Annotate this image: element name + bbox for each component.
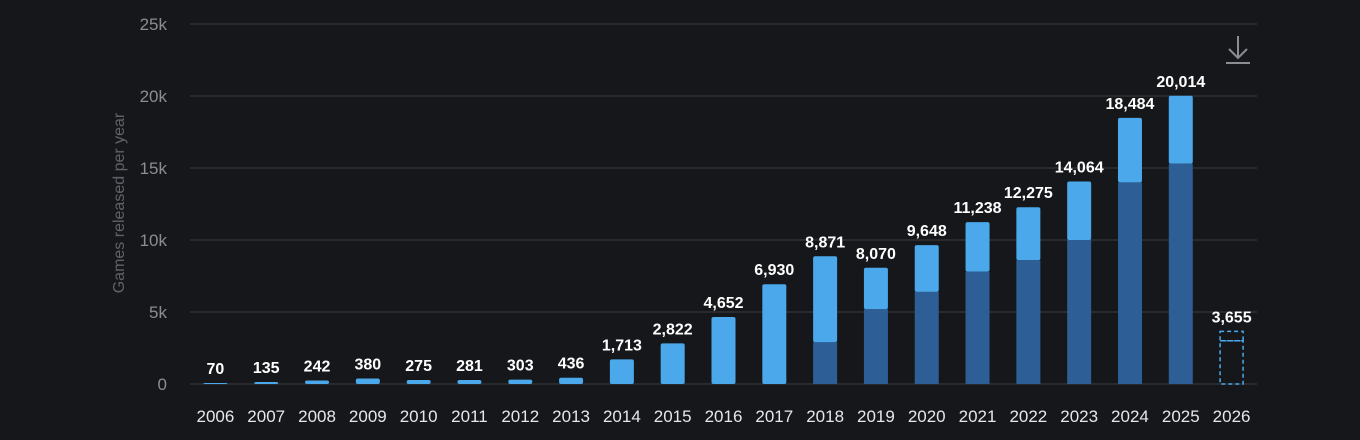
bar-value-label: 20,014 [1156, 74, 1205, 91]
x-category-label: 2012 [501, 407, 539, 426]
x-category-label: 2022 [1009, 407, 1047, 426]
bar-value-label: 8,070 [856, 246, 896, 263]
bar-value-label: 275 [405, 358, 432, 375]
y-tick-label: 5k [149, 303, 167, 322]
bar-segment [660, 343, 685, 384]
x-category-label: 2021 [959, 407, 997, 426]
y-tick-label: 25k [140, 15, 168, 34]
bar-segment [965, 222, 990, 272]
bar-segment [1168, 163, 1193, 384]
bar-segment [813, 256, 838, 343]
x-category-label: 2011 [451, 407, 488, 426]
bar-value-label: 9,648 [907, 223, 947, 240]
x-category-label: 2008 [298, 407, 336, 426]
bar-segment [914, 245, 939, 292]
bar-segment [457, 379, 482, 384]
x-category-label: 2016 [705, 407, 743, 426]
bar-value-label: 3,655 [1212, 309, 1252, 326]
bar-segment [1117, 117, 1142, 183]
bar-value-label: 281 [456, 358, 483, 375]
bar-segment-projected [1219, 330, 1244, 342]
bar-segment [711, 317, 736, 384]
bar-value-label: 8,871 [805, 234, 845, 251]
x-category-label: 2026 [1213, 407, 1251, 426]
bar-segment [355, 378, 380, 384]
bar-segment [559, 377, 584, 384]
bar-segment [254, 382, 279, 384]
x-category-label: 2013 [552, 407, 590, 426]
bar-value-label: 11,238 [954, 200, 1002, 217]
bar-segment [406, 380, 431, 384]
bar-segment [1067, 240, 1092, 384]
download-icon[interactable] [1226, 36, 1250, 64]
x-axis-categories: 2006 2007 2008 2009 2010 2011 2012 2013 2014 2015… [196, 407, 1250, 426]
x-category-label: 2017 [755, 407, 793, 426]
bar-value-label: 18,484 [1106, 96, 1155, 113]
x-category-label: 2024 [1111, 407, 1149, 426]
x-category-label: 2018 [806, 407, 844, 426]
bar-value-label: 242 [304, 359, 331, 376]
bar-value-label: 1,713 [602, 337, 642, 354]
bars [203, 95, 1244, 385]
bar-value-label: 6,930 [754, 262, 794, 279]
bar-segment [609, 359, 634, 384]
bar-value-label: 380 [354, 357, 381, 374]
y-tick-label: 10k [140, 231, 168, 250]
bar-segment [305, 380, 330, 384]
bar-segment [203, 382, 228, 384]
y-axis-ticks: 0 5k 10k 15k 20k 25k [140, 15, 168, 394]
bar-value-label: 4,652 [703, 295, 743, 312]
y-axis-title: Games released per year [111, 112, 128, 293]
bar-value-label: 12,275 [1004, 185, 1053, 202]
bar-segment [813, 342, 838, 384]
bar-segment [508, 379, 533, 384]
x-category-label: 2007 [247, 407, 285, 426]
x-category-label: 2019 [857, 407, 895, 426]
bar-segment-projected [1219, 340, 1244, 385]
x-category-label: 2014 [603, 407, 641, 426]
bar-value-label: 70 [207, 361, 225, 378]
y-tick-label: 0 [158, 375, 167, 394]
data-labels: 70 135 242 380 275 281 303 436 1,713 2,822 4,652 6,… [207, 74, 1252, 378]
bar-segment [914, 291, 939, 384]
bar-segment [863, 267, 888, 310]
x-category-label: 2023 [1060, 407, 1098, 426]
bar-value-label: 14,064 [1055, 159, 1104, 176]
x-category-label: 2020 [908, 407, 946, 426]
x-category-label: 2006 [196, 407, 234, 426]
bar-value-label: 135 [253, 360, 280, 377]
bar-value-label: 2,822 [653, 321, 693, 338]
bar-value-label: 303 [507, 358, 534, 375]
bar-segment [762, 284, 787, 384]
bar-segment [1168, 95, 1193, 164]
bar-value-label: 436 [558, 356, 585, 373]
bar-segment [1067, 181, 1092, 240]
x-category-label: 2010 [400, 407, 438, 426]
x-category-label: 2009 [349, 407, 387, 426]
bar-segment [1016, 260, 1041, 384]
bar-segment [1016, 207, 1041, 261]
x-category-label: 2015 [654, 407, 692, 426]
bar-segment [1117, 182, 1142, 384]
y-tick-label: 15k [140, 159, 168, 178]
x-category-label: 2025 [1162, 407, 1200, 426]
bar-segment [863, 309, 888, 384]
bar-segment [965, 271, 990, 384]
y-tick-label: 20k [140, 87, 168, 106]
